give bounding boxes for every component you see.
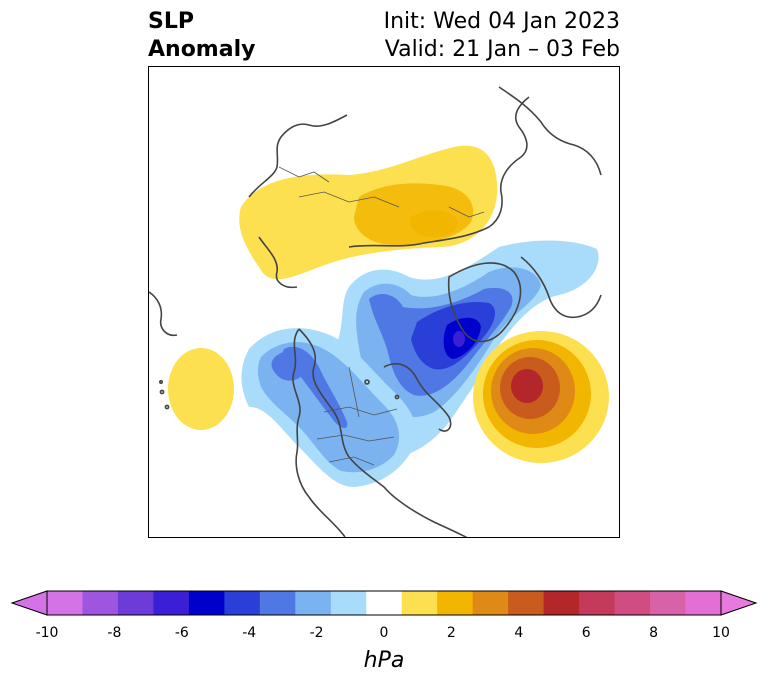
colorbar-cell [472, 591, 509, 615]
valid-range: Valid: 21 Jan – 03 Feb [384, 37, 620, 62]
map-panel [148, 66, 620, 538]
colorbar-cell [508, 591, 545, 615]
colorbar-tick-label: 6 [581, 625, 591, 641]
colorbar-cell [614, 591, 651, 615]
date-info: Init: Wed 04 Jan 2023 Valid: 21 Jan – 03… [384, 8, 620, 64]
colorbar-cell [650, 591, 687, 615]
pacific-positive-anomaly [168, 348, 234, 430]
map-title: SLP Anomaly [148, 8, 255, 64]
colorbar-tick-label: -10 [35, 625, 59, 641]
colorbar-cell [295, 591, 332, 615]
colorbar-tick-label: 2 [446, 625, 456, 641]
title-line-1: SLP [148, 9, 194, 34]
colorbar-extend-max [720, 590, 758, 616]
map-canvas [149, 86, 609, 537]
colorbar-cell [437, 591, 474, 615]
colorbar-tick-label: 10 [712, 625, 730, 641]
colorbar-tick-label: 0 [379, 625, 389, 641]
colorbar-cell [685, 591, 722, 615]
colorbar-cell [366, 591, 403, 615]
colorbar-tick-label: -8 [107, 625, 122, 641]
colorbar-cell [224, 591, 261, 615]
colorbar-cell [579, 591, 616, 615]
atlantic-positive-anomaly [473, 331, 609, 463]
title-line-2: Anomaly [148, 37, 256, 62]
colorbar-cell [47, 591, 83, 615]
colorbar-cell [330, 591, 367, 615]
colorbar-unit-label: hPa [363, 648, 405, 673]
colorbar-cell [543, 591, 580, 615]
colorbar-extend-min [10, 590, 48, 616]
colorbar-cell [401, 591, 438, 615]
colorbar-cell [188, 591, 225, 615]
colorbar-cells [47, 591, 722, 615]
colorbar-tick-label: 8 [649, 625, 659, 641]
colorbar-cell [153, 591, 190, 615]
eurasia-positive-anomaly [239, 145, 498, 280]
colorbar-tick-label: -4 [242, 625, 257, 641]
colorbar: -10 -8 -6 -4 -2 0 2 4 6 8 10 hPa [0, 580, 768, 684]
colorbar-cell [259, 591, 296, 615]
colorbar-tick-label: -2 [309, 625, 324, 641]
colorbar-cell [117, 591, 154, 615]
init-date: Init: Wed 04 Jan 2023 [383, 9, 620, 34]
colorbar-tick-label: -6 [174, 625, 189, 641]
colorbar-svg [10, 590, 758, 616]
coastlines [149, 86, 602, 537]
colorbar-outline [46, 590, 722, 616]
colorbar-tick-label: 4 [514, 625, 524, 641]
colorbar-cell [82, 591, 119, 615]
country-borders [278, 166, 485, 466]
